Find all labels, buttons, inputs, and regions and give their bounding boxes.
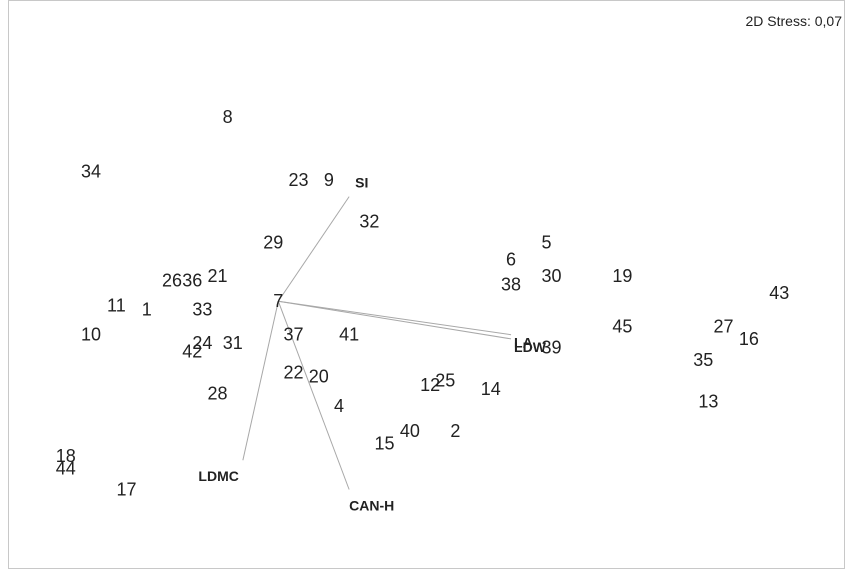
sample-point-24: 24 <box>192 333 212 353</box>
sample-point-1: 1 <box>142 300 152 320</box>
sample-point-21: 21 <box>208 266 228 286</box>
vector-label-can-h: CAN-H <box>349 498 394 514</box>
sample-point-9: 9 <box>324 170 334 190</box>
sample-point-30: 30 <box>542 266 562 286</box>
sample-point-29: 29 <box>263 233 283 253</box>
vector-line-ldmc <box>242 301 279 461</box>
sample-point-37: 37 <box>283 325 303 345</box>
vector-line-ldw <box>278 300 512 340</box>
sample-point-42: 42 <box>182 341 202 361</box>
stress-label: 2D Stress: 0,07 <box>746 13 843 29</box>
point-layer: 1245678910111213141516171819202122232425… <box>56 107 789 499</box>
sample-point-7: 7 <box>273 291 283 311</box>
sample-point-16: 16 <box>739 329 759 349</box>
sample-point-45: 45 <box>612 316 632 336</box>
sample-point-22: 22 <box>283 362 303 382</box>
sample-point-36: 36 <box>182 270 202 290</box>
sample-point-33: 33 <box>192 300 212 320</box>
sample-point-41: 41 <box>339 325 359 345</box>
sample-point-43: 43 <box>769 283 789 303</box>
sample-point-13: 13 <box>698 392 718 412</box>
sample-point-39: 39 <box>542 337 562 357</box>
sample-point-32: 32 <box>359 212 379 232</box>
sample-point-5: 5 <box>541 233 551 253</box>
sample-point-2: 2 <box>450 421 460 441</box>
sample-point-12: 12 <box>420 375 440 395</box>
sample-point-8: 8 <box>223 107 233 127</box>
sample-point-44: 44 <box>56 459 76 479</box>
sample-point-28: 28 <box>208 383 228 403</box>
sample-point-35: 35 <box>693 350 713 370</box>
sample-point-31: 31 <box>223 333 243 353</box>
sample-point-10: 10 <box>81 325 101 345</box>
sample-point-18: 18 <box>56 446 76 466</box>
sample-point-4: 4 <box>334 396 344 416</box>
sample-point-11: 11 <box>107 295 126 315</box>
vector-label-si: SI <box>355 175 368 191</box>
sample-point-40: 40 <box>400 421 420 441</box>
sample-point-26: 26 <box>162 270 182 290</box>
sample-point-25: 25 <box>435 371 455 391</box>
sample-point-6: 6 <box>506 249 516 269</box>
sample-point-19: 19 <box>612 266 632 286</box>
sample-point-34: 34 <box>81 162 101 182</box>
sample-point-23: 23 <box>289 170 309 190</box>
vector-label-ldw: LDW <box>514 339 547 355</box>
vector-label-ldmc: LDMC <box>198 468 238 484</box>
sample-point-20: 20 <box>309 367 329 387</box>
vector-line-si <box>277 196 350 302</box>
sample-point-15: 15 <box>375 433 395 453</box>
sample-point-27: 27 <box>714 316 734 336</box>
vector-line-la <box>278 300 512 336</box>
sample-point-38: 38 <box>501 275 521 295</box>
sample-point-17: 17 <box>116 480 136 500</box>
sample-point-14: 14 <box>481 379 501 399</box>
vector-label-la: LA <box>514 335 533 351</box>
vector-line-can-h <box>277 301 350 490</box>
